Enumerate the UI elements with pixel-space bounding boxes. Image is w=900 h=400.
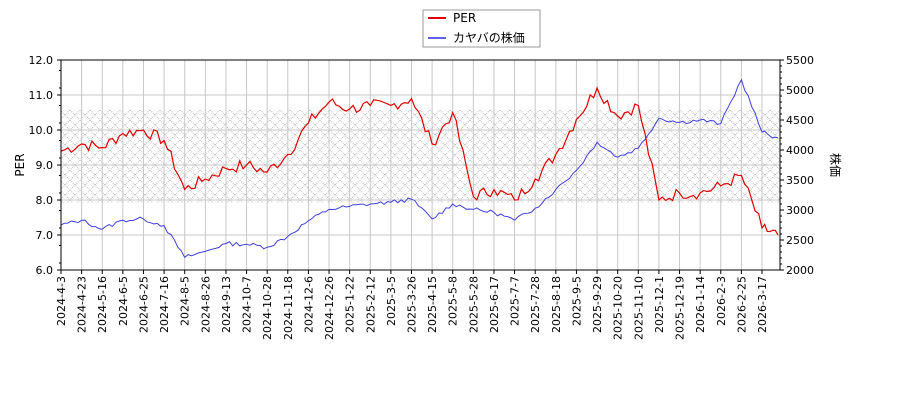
x-tick-label: 2024-10-7 (241, 276, 254, 333)
x-tick-label: 2025-12-1 (653, 276, 666, 333)
x-tick-label: 2025-4-15 (426, 276, 439, 333)
right-tick-label: 5500 (786, 54, 814, 67)
x-tick-label: 2025-7-28 (529, 276, 542, 333)
x-tick-label: 2025-7-7 (509, 276, 522, 326)
x-tick-label: 2024-8-5 (179, 276, 192, 326)
right-tick-label: 3000 (786, 204, 814, 217)
legend: PER カヤバの株価 (422, 9, 541, 48)
x-tick-label: 2025-2-12 (364, 276, 377, 333)
x-tick-label: 2025-3-26 (406, 276, 419, 333)
right-tick-label: 4500 (786, 114, 814, 127)
per-line (60, 86, 779, 236)
x-tick-label: 2025-11-10 (632, 276, 645, 340)
left-tick-label: 10.0 (29, 124, 54, 137)
shaded-band (61, 110, 780, 203)
right-axis: 2000 2500 3000 3500 4000 4500 5000 5500 (780, 54, 814, 277)
left-tick-label: 7.0 (36, 229, 54, 242)
right-tick-label: 4000 (786, 144, 814, 157)
x-tick-label: 2026-1-14 (694, 276, 707, 333)
x-tick-label: 2025-8-18 (550, 276, 563, 333)
x-tick-label: 2024-6-25 (137, 276, 150, 333)
x-tick-label: 2025-1-22 (344, 276, 357, 333)
x-tick-label: 2026-2-25 (735, 276, 748, 333)
grid-lines (60, 59, 780, 271)
right-tick-label: 2500 (786, 234, 814, 247)
left-tick-label: 12.0 (29, 54, 54, 67)
x-tick-label: 2024-10-28 (261, 276, 274, 340)
x-tick-label: 2025-6-17 (488, 276, 501, 333)
left-tick-label: 8.0 (36, 194, 54, 207)
right-tick-label: 5000 (786, 84, 814, 97)
x-tick-label: 2024-12-26 (323, 276, 336, 340)
x-tick-label: 2024-7-16 (158, 276, 171, 333)
x-tick-label: 2024-5-16 (96, 276, 109, 333)
x-tick-label: 2024-4-3 (55, 276, 68, 326)
x-tick-label: 2026-2-3 (715, 276, 728, 326)
left-tick-label: 11.0 (29, 89, 54, 102)
x-tick-label: 2024-11-18 (282, 276, 295, 340)
x-tick-label: 2025-5-8 (447, 276, 460, 326)
left-axis-title: PER (13, 153, 27, 176)
x-tick-label: 2025-9-5 (570, 276, 583, 326)
x-tick-label: 2024-12-6 (302, 276, 315, 333)
left-tick-label: 6.0 (36, 264, 54, 277)
legend-box (422, 9, 541, 48)
right-tick-label: 2000 (786, 264, 814, 277)
x-axis: 2024-4-3 2024-4-23 2024-5-16 2024-6-5 2024-6… (55, 270, 769, 340)
x-tick-label: 2025-9-29 (591, 276, 604, 333)
x-tick-label: 2026-3-17 (756, 276, 769, 333)
x-tick-label: 2024-9-13 (220, 276, 233, 333)
right-axis-title: 株価 (828, 153, 843, 177)
x-tick-label: 2025-5-28 (467, 276, 480, 333)
x-tick-label: 2024-6-5 (117, 276, 130, 326)
legend-per-label: PER (453, 11, 476, 25)
right-tick-label: 3500 (786, 174, 814, 187)
x-tick-label: 2024-8-26 (199, 276, 212, 333)
legend-price-label: カヤバの株価 (453, 30, 525, 45)
x-tick-label: 2025-10-20 (612, 276, 625, 340)
left-axis: 6.0 7.0 8.0 9.0 10.0 11.0 12.0 (29, 54, 61, 277)
x-tick-label: 2024-4-23 (76, 276, 89, 333)
left-tick-label: 9.0 (36, 159, 54, 172)
x-tick-label: 2025-3-5 (385, 276, 398, 326)
x-tick-label: 2025-12-19 (674, 276, 687, 340)
stock-price-line (60, 78, 779, 259)
